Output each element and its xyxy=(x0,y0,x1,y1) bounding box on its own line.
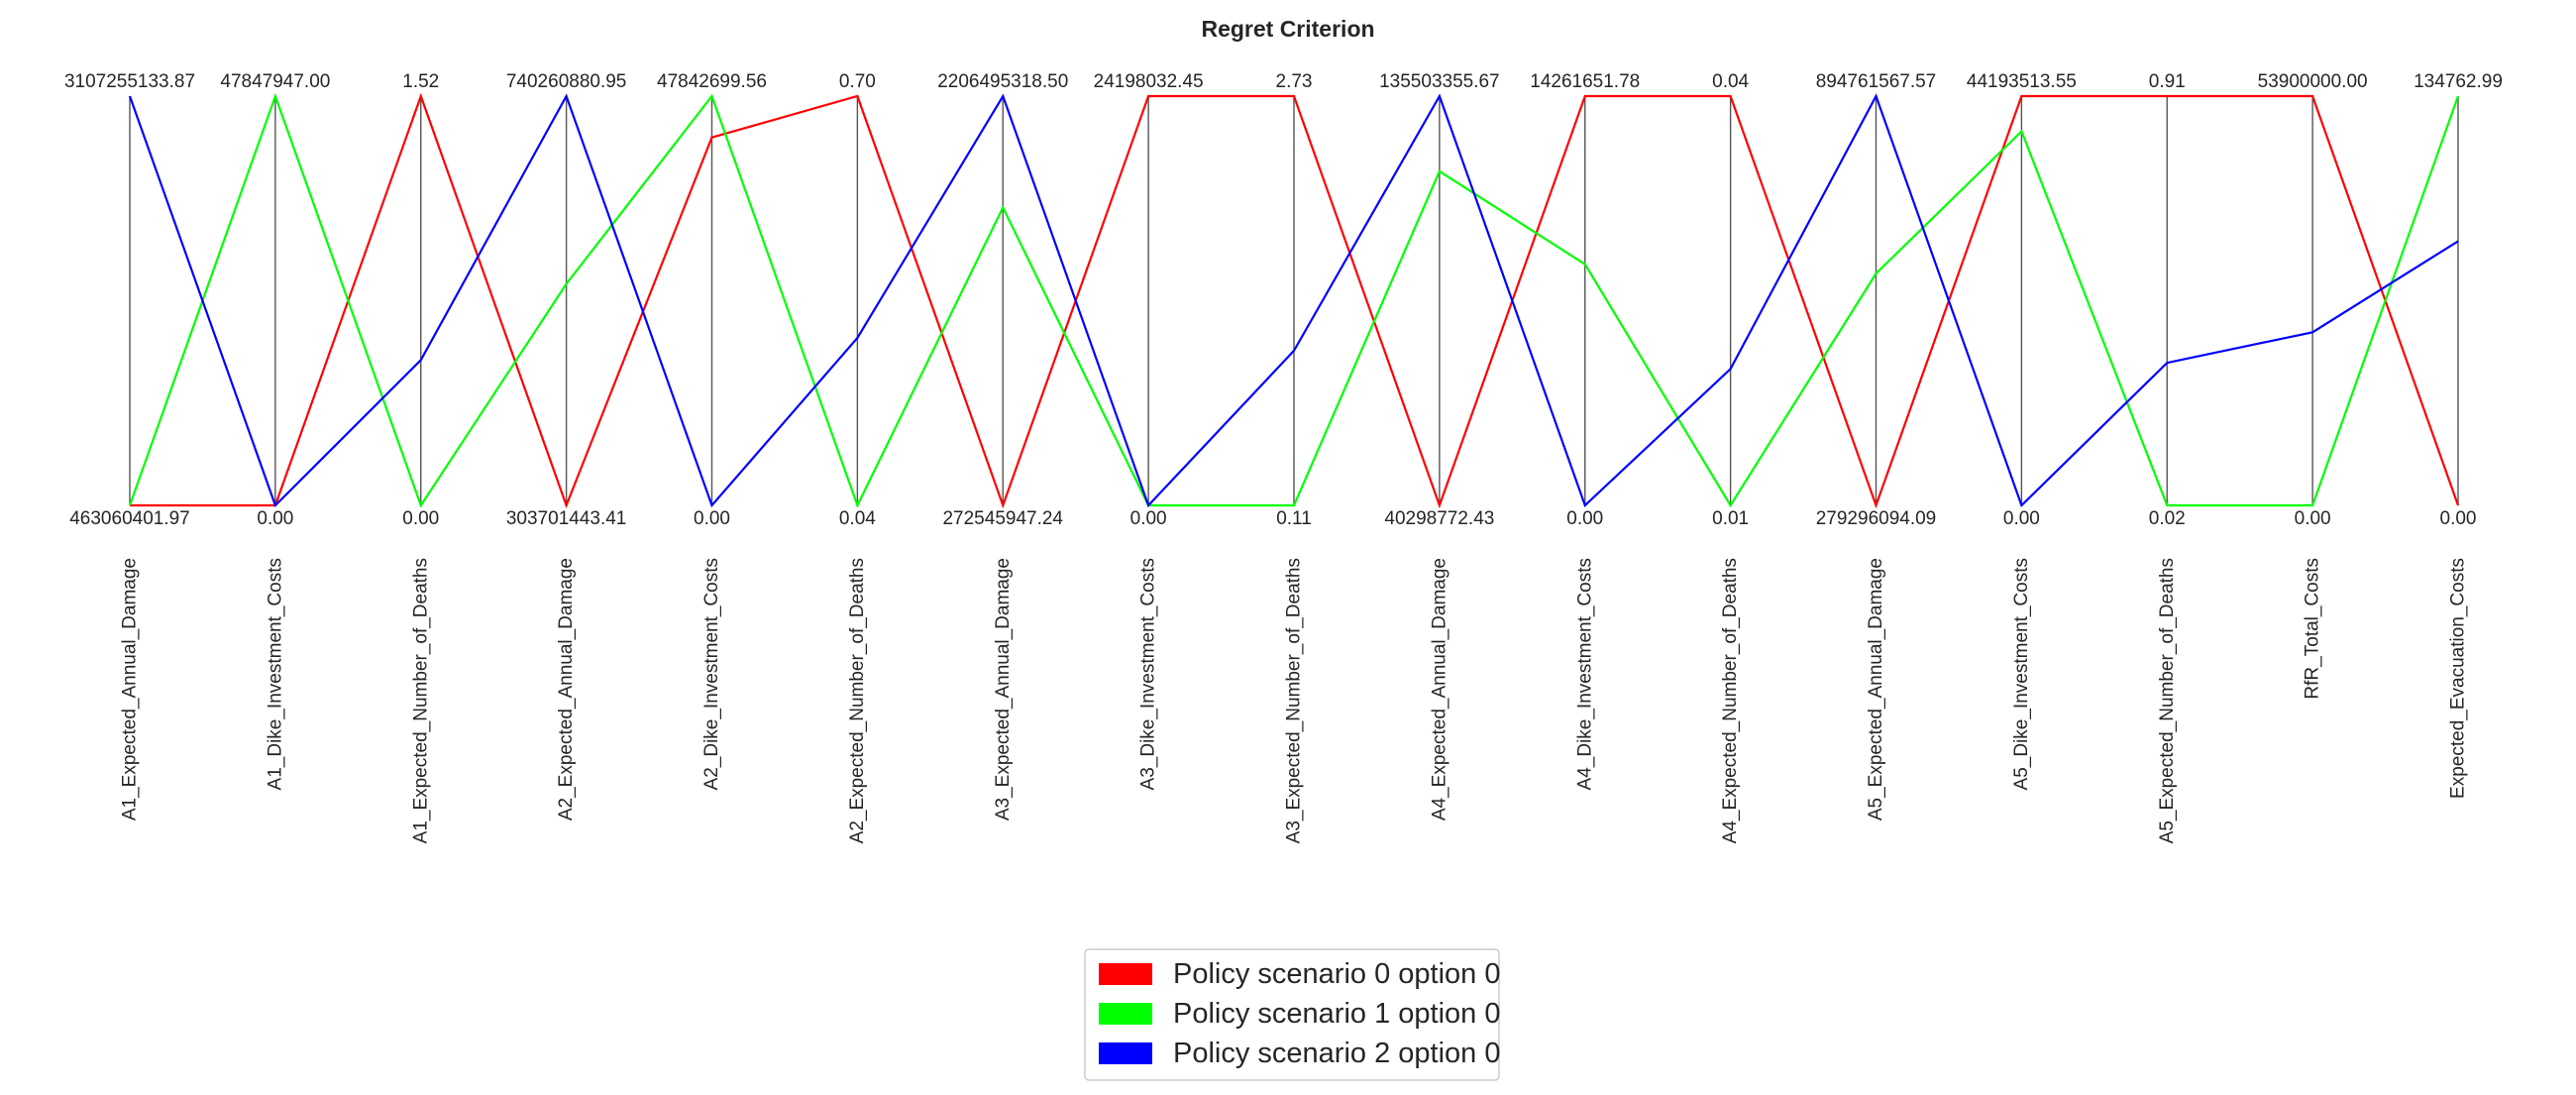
axis-max-label: 0.70 xyxy=(839,71,876,92)
axis-min-label: 0.00 xyxy=(257,508,293,529)
axis-max-label: 14261651.78 xyxy=(1530,71,1640,92)
axis-3: 1.52 0.00 A1_Expected_Number_of_Deaths xyxy=(402,71,439,843)
legend-swatch xyxy=(1099,1003,1152,1025)
axis-5: 47842699.56 0.00 A2_Dike_Investment_Costs xyxy=(657,71,767,790)
axis-name-label: A1_Expected_Number_of_Deaths xyxy=(410,558,431,843)
legend-entry-1: Policy scenario 1 option 0 xyxy=(1099,998,1500,1030)
axis-min-label: 272545947.24 xyxy=(942,508,1063,529)
axis-min-label: 463060401.97 xyxy=(69,508,190,529)
axis-max-label: 44193513.55 xyxy=(1967,71,2077,92)
axis-1: 3107255133.87 463060401.97 A1_Expected_Ann… xyxy=(64,71,195,821)
axis-min-label: 0.00 xyxy=(402,508,439,529)
axis-min-label: 0.00 xyxy=(1566,508,1603,529)
legend-swatch xyxy=(1099,1042,1152,1064)
axis-name-label: A5_Expected_Annual_Damage xyxy=(1866,558,1886,821)
axis-name-label: Expected_Evacuation_Costs xyxy=(2448,558,2469,799)
axis-7: 2206495318.50 272545947.24 A3_Expected_Ann… xyxy=(937,71,1068,821)
axis-min-label: 0.11 xyxy=(1276,508,1312,529)
axis-max-label: 134762.99 xyxy=(2414,71,2503,92)
legend-label: Policy scenario 2 option 0 xyxy=(1173,1038,1500,1069)
axis-min-label: 0.00 xyxy=(694,508,730,529)
axis-name-label: A4_Dike_Investment_Costs xyxy=(1574,558,1595,790)
axis-10: 135503355.67 40298772.43 A4_Expected_Annua… xyxy=(1379,71,1500,821)
axis-max-label: 894761567.57 xyxy=(1816,71,1937,92)
axis-12: 0.04 0.01 A4_Expected_Number_of_Deaths xyxy=(1712,71,1749,843)
legend-label: Policy scenario 1 option 0 xyxy=(1173,998,1500,1030)
axis-max-label: 0.04 xyxy=(1712,71,1749,92)
axis-name-label: A1_Expected_Annual_Damage xyxy=(120,558,141,821)
axis-min-label: 0.02 xyxy=(2149,508,2186,529)
series-line-1 xyxy=(128,92,2460,508)
axis-min-label: 0.00 xyxy=(2295,508,2331,529)
axis-4: 740260880.95 303701443.41 A2_Expected_Annu… xyxy=(506,71,627,821)
legend-swatch xyxy=(1099,963,1152,985)
axis-2: 47847947.00 0.00 A1_Dike_Investment_Costs xyxy=(220,71,330,790)
axis-15: 0.91 0.02 A5_Expected_Number_of_Deaths xyxy=(2149,71,2186,843)
axis-min-label: 0.04 xyxy=(839,508,876,529)
axis-max-label: 135503355.67 xyxy=(1379,71,1500,92)
axis-max-label: 2206495318.50 xyxy=(937,71,1068,92)
axis-6: 0.70 0.04 A2_Expected_Number_of_Deaths xyxy=(839,71,876,843)
axis-min-label: 0.00 xyxy=(1130,508,1167,529)
axis-9: 2.73 0.11 A3_Expected_Number_of_Deaths xyxy=(1276,71,1313,843)
legend-frame xyxy=(1084,948,1500,1081)
axis-max-label: 2.73 xyxy=(1276,71,1313,92)
axis-min-label: 0.00 xyxy=(2440,508,2477,529)
axis-min-label: 40298772.43 xyxy=(1384,508,1494,529)
axis-max-label: 1.52 xyxy=(402,71,439,92)
axis-name-label: RfR_Total_Costs xyxy=(2303,558,2323,700)
axis-name-label: A2_Expected_Number_of_Deaths xyxy=(847,558,868,843)
axis-name-label: A5_Dike_Investment_Costs xyxy=(2011,558,2032,790)
series-layer xyxy=(128,92,2460,509)
axis-min-label: 279296094.09 xyxy=(1816,508,1937,529)
axis-name-label: A4_Expected_Annual_Damage xyxy=(1429,558,1449,821)
axis-max-label: 740260880.95 xyxy=(506,71,627,92)
axis-min-label: 0.00 xyxy=(2003,508,2040,529)
axis-14: 44193513.55 0.00 A5_Dike_Investment_Costs xyxy=(1967,71,2077,790)
axis-16: 53900000.00 0.00 RfR_Total_Costs xyxy=(2258,71,2368,700)
axis-name-label: A3_Expected_Annual_Damage xyxy=(993,558,1014,821)
axis-min-label: 0.01 xyxy=(1712,508,1749,529)
axis-17: 134762.99 0.00 Expected_Evacuation_Costs xyxy=(2414,71,2503,799)
axes-layer: 3107255133.87 463060401.97 A1_Expected_Ann… xyxy=(64,71,2503,843)
axis-max-label: 47847947.00 xyxy=(220,71,330,92)
series-line-0 xyxy=(130,92,2460,509)
axis-min-label: 303701443.41 xyxy=(506,508,627,529)
chart-title: Regret Criterion xyxy=(1201,16,1374,42)
axis-name-label: A4_Expected_Number_of_Deaths xyxy=(1720,558,1741,843)
axis-max-label: 3107255133.87 xyxy=(64,71,195,92)
axis-max-label: 24198032.45 xyxy=(1094,71,1204,92)
axis-name-label: A3_Expected_Number_of_Deaths xyxy=(1284,558,1305,843)
legend-entry-2: Policy scenario 2 option 0 xyxy=(1099,1038,1500,1069)
axis-8: 24198032.45 0.00 A3_Dike_Investment_Costs xyxy=(1094,71,1204,790)
axis-13: 894761567.57 279296094.09 A5_Expected_Annu… xyxy=(1816,71,1937,821)
axis-max-label: 47842699.56 xyxy=(657,71,767,92)
legend-label: Policy scenario 0 option 0 xyxy=(1173,958,1500,990)
axis-name-label: A2_Dike_Investment_Costs xyxy=(701,558,722,790)
axis-name-label: A5_Expected_Number_of_Deaths xyxy=(2157,558,2178,843)
axis-name-label: A1_Dike_Investment_Costs xyxy=(265,558,285,790)
legend: Policy scenario 0 option 0 Policy scenari… xyxy=(1084,948,1500,1081)
axis-max-label: 53900000.00 xyxy=(2258,71,2368,92)
axis-name-label: A3_Dike_Investment_Costs xyxy=(1138,558,1159,790)
legend-entry-0: Policy scenario 0 option 0 xyxy=(1099,958,1500,990)
series-line-2 xyxy=(128,93,2459,508)
axis-name-label: A2_Expected_Annual_Damage xyxy=(556,558,577,821)
axis-11: 14261651.78 0.00 A4_Dike_Investment_Costs xyxy=(1530,71,1640,790)
axis-max-label: 0.91 xyxy=(2149,71,2186,92)
